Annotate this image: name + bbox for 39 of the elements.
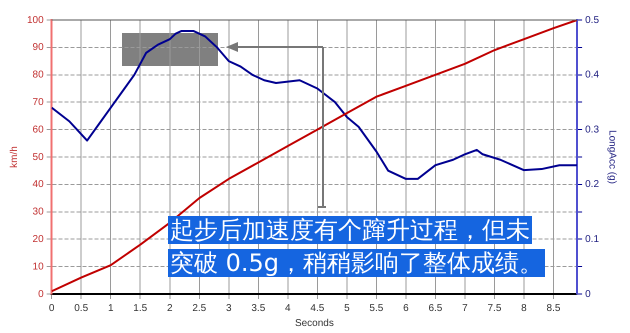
- y2-tick-label: 0: [585, 288, 592, 300]
- x-axis-title: Seconds: [294, 318, 334, 329]
- y-tick-label: 80: [32, 70, 44, 81]
- x-tick-label: 4: [285, 302, 292, 314]
- y2-tick-label: 0.2: [585, 179, 600, 190]
- x-tick-label: 8: [521, 302, 528, 314]
- y-tick-label: 70: [32, 96, 44, 108]
- y-tick-label: 0: [38, 288, 44, 300]
- annotation: 起步后加速度有个蹿升过程，但未突破 0.5g，稍稍影响了整体成绩。: [168, 216, 546, 277]
- y-tick-label: 30: [32, 206, 44, 218]
- y-tick-label: 60: [32, 124, 44, 136]
- y-tick-label: 90: [32, 42, 44, 54]
- x-tick-label: 3: [226, 302, 232, 314]
- y-tick-label: 100: [26, 14, 44, 26]
- x-tick-label: 2.5: [192, 302, 207, 314]
- x-tick-label: 0: [48, 302, 55, 314]
- y-tick-label: 50: [32, 152, 44, 163]
- y2-tick-label: 0.1: [585, 234, 600, 245]
- x-tick-label: 1.5: [133, 302, 148, 314]
- x-tick-label: 0.5: [74, 302, 89, 314]
- y2-tick-label: 0.5: [585, 14, 600, 26]
- x-tick-label: 7: [462, 302, 468, 314]
- x-tick-label: 3.5: [251, 302, 266, 314]
- x-tick-label: 8.5: [546, 302, 561, 314]
- x-tick-label: 6.5: [428, 302, 443, 314]
- x-tick-label: 4.5: [310, 302, 325, 314]
- x-tick-label: 5.5: [369, 302, 384, 314]
- y2-axis-title: LongAcc (g): [606, 130, 618, 184]
- y-axis-title: km/h: [8, 146, 20, 168]
- y2-tick-label: 0.3: [585, 124, 600, 136]
- y-tick-label: 10: [32, 261, 44, 272]
- x-tick-label: 2: [166, 302, 173, 314]
- x-tick-label: 6: [403, 302, 410, 314]
- x-tick-label: 1: [108, 302, 114, 314]
- y2-tick-label: 0.4: [585, 70, 600, 81]
- y-tick-label: 40: [32, 179, 44, 190]
- x-tick-label: 5: [344, 302, 350, 314]
- y-tick-label: 20: [32, 234, 44, 245]
- x-tick-label: 7.5: [487, 302, 502, 314]
